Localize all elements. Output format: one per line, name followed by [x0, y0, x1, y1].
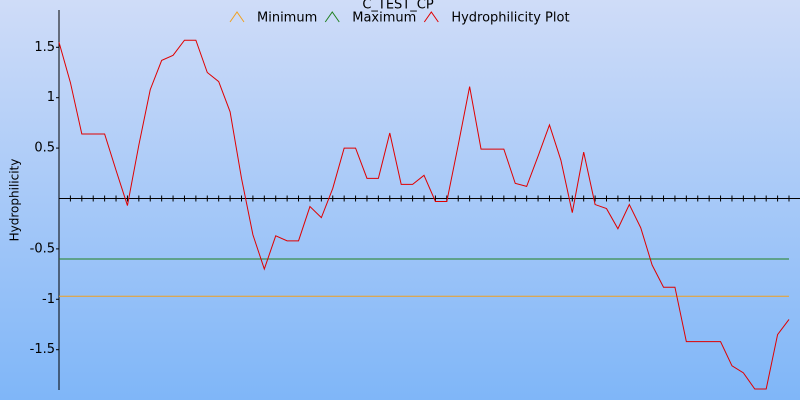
- legend-icon: [324, 11, 340, 23]
- y-tick-label: -1: [42, 292, 55, 307]
- series-line: [58, 39, 790, 390]
- y-tick-label: 0.5: [34, 141, 55, 156]
- y-tick-label: 1.5: [34, 40, 55, 55]
- y-axis-label: Hydrophilicity: [8, 159, 22, 242]
- legend-icon: [423, 11, 439, 23]
- legend-label: Hydrophilicity Plot: [451, 11, 569, 26]
- legend-icon: [229, 11, 245, 23]
- y-tick-label: -0.5: [30, 241, 55, 256]
- legend-label: Minimum: [257, 11, 317, 26]
- chart-title: C_TEST_CP: [362, 0, 434, 13]
- legend-label: Maximum: [352, 11, 416, 26]
- y-tick-label: 1: [47, 90, 55, 105]
- y-tick-label: -1.5: [30, 342, 55, 357]
